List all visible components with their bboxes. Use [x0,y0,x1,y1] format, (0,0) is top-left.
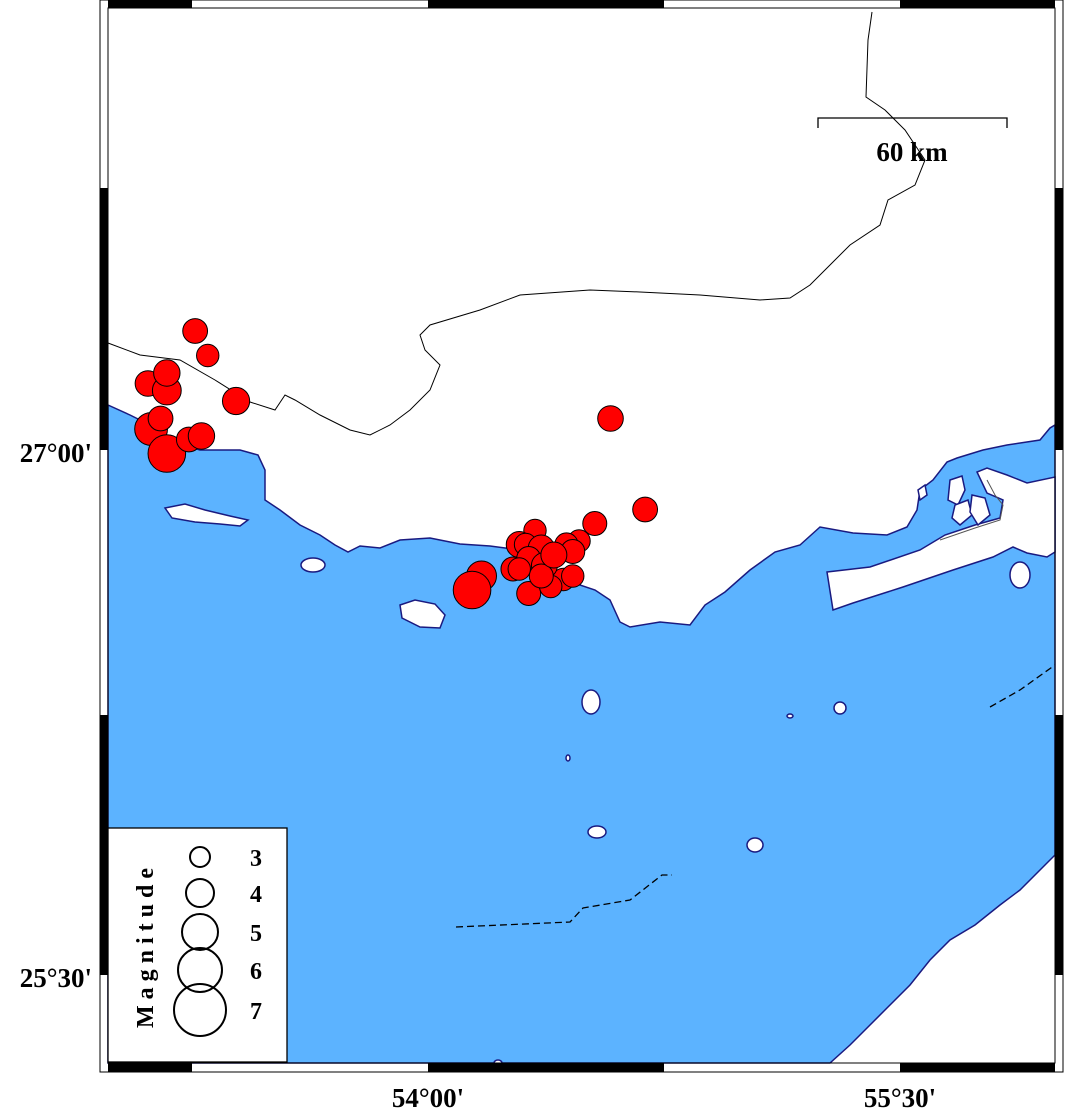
maritime-boundary [455,874,672,928]
mangrove-islets [917,475,991,527]
earthquake-marker [540,541,568,569]
lon-label-55-30: 55°30' [864,1083,936,1112]
earthquake-marker [187,422,216,450]
island [565,754,571,762]
legend-label-mag-3: 3 [250,846,262,872]
island [587,825,607,839]
island [399,599,446,629]
legend-label-mag-6: 6 [250,959,262,985]
island [163,503,250,527]
earthquake-marker [632,496,659,523]
legend-symbol-mag-5 [181,913,219,951]
sea-persian-gulf [107,403,1056,1064]
earthquake-marker [528,563,554,589]
island [300,557,326,573]
legend: Magnitude 3 4 5 6 7 [107,827,288,1063]
legend-symbol-mag-3 [189,846,211,868]
legend-label-mag-5: 5 [250,921,262,947]
earthquake-marker [507,557,531,581]
earthquake-marker [196,343,220,368]
legend-symbol-mag-4 [185,878,215,908]
island [786,713,794,719]
earthquake-marker [561,564,585,588]
island [581,689,601,715]
map-frame: 27°00' 25°30' 54°00' 55°30' [20,0,1064,1112]
scale-bar: 60 km [817,117,1008,167]
earthquake-marker [221,386,251,416]
lat-label-27: 27°00' [20,438,92,468]
earthquake-marker [147,405,174,432]
scale-bar-label: 60 km [876,137,948,167]
lat-label-25-30: 25°30' [20,963,92,993]
mangrove-outline [939,479,1004,541]
legend-symbol-mag-6 [177,947,223,993]
earthquake-marker [147,434,187,473]
earthquake-marker [597,405,624,432]
legend-label-mag-7: 7 [250,999,262,1025]
island [746,837,764,853]
legend-symbol-mag-7 [173,983,227,1037]
island-qeshm [826,467,1056,612]
legend-title: Magnitude [133,862,159,1028]
earthquake-marker [582,511,608,536]
lon-label-54: 54°00' [392,1083,464,1112]
earthquake-events [134,318,659,610]
islands [163,503,1031,1067]
earthquake-marker [153,359,181,387]
earthquake-marker [452,570,492,610]
maritime-boundary [989,664,1056,708]
province-border [107,11,926,436]
island [833,701,847,715]
island [1009,561,1031,589]
earthquake-marker [516,581,542,606]
legend-label-mag-4: 4 [250,882,262,908]
earthquake-marker [182,318,209,344]
